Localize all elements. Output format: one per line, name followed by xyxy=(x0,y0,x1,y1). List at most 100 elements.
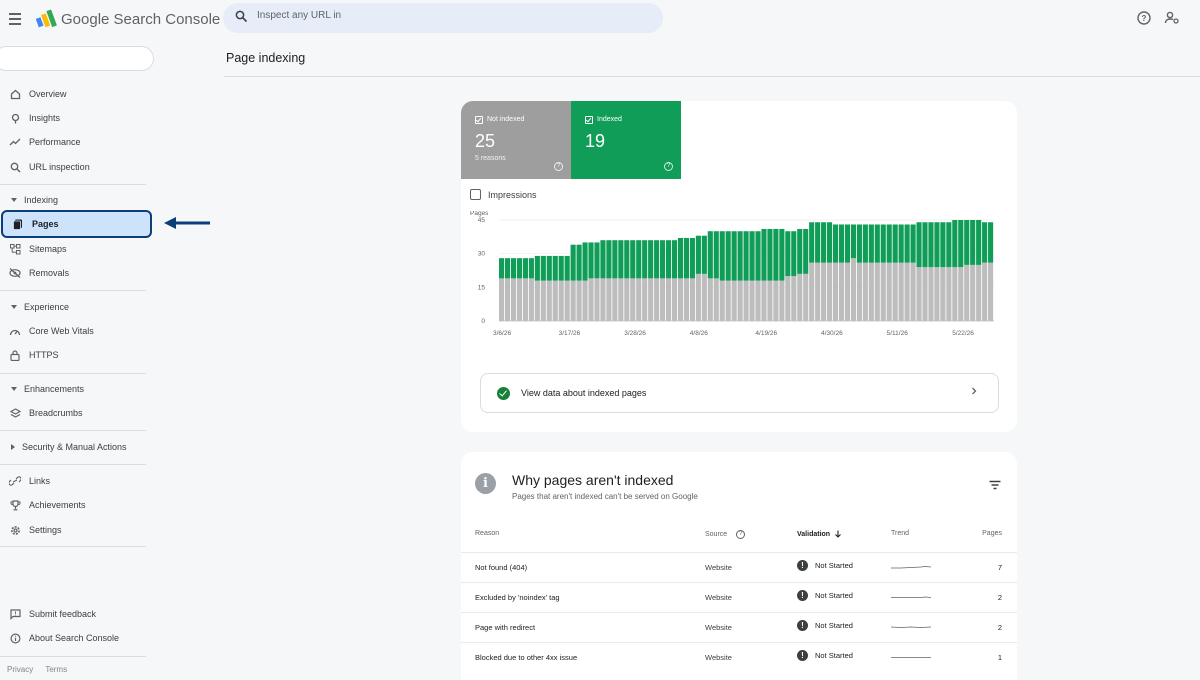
bar-not-indexed xyxy=(773,280,779,321)
x-tick-label: 5/22/26 xyxy=(952,330,974,337)
sidebar-item-links[interactable]: Links xyxy=(0,469,152,493)
section-experience[interactable]: Experience xyxy=(0,298,150,316)
checkbox[interactable] xyxy=(470,189,481,200)
sidebar-item-insights[interactable]: Insights xyxy=(0,106,152,130)
indexed-tile[interactable]: Indexed 19 ? xyxy=(571,101,681,179)
sidebar-item-label: Insights xyxy=(29,113,61,123)
y-tick-label: 15 xyxy=(478,284,486,291)
sidebar-item-achievements[interactable]: Achievements xyxy=(0,493,152,517)
view-indexed-data-button[interactable]: View data about indexed pages xyxy=(480,373,999,413)
table-row[interactable]: Not found (404) Website ! Not Started 7 xyxy=(461,552,1017,582)
help-icon[interactable]: ? xyxy=(1136,10,1152,26)
why-not-indexed-card: i Why pages aren't indexed Pages that ar… xyxy=(461,452,1017,680)
table-row[interactable]: Page with redirect Website ! Not Started … xyxy=(461,612,1017,642)
bar-not-indexed xyxy=(761,280,767,321)
main-menu-button[interactable] xyxy=(6,9,26,29)
sidebar-item-https[interactable]: HTTPS xyxy=(0,343,152,367)
section-indexing[interactable]: Indexing xyxy=(0,191,150,209)
app-title: Google Search Console xyxy=(61,11,221,28)
property-selector[interactable] xyxy=(0,46,154,71)
column-header-validation[interactable]: Validation xyxy=(797,530,842,538)
bar-indexed xyxy=(630,240,636,279)
sidebar-item-label: Pages xyxy=(32,219,59,229)
section-label: Experience xyxy=(24,302,70,312)
sidebar-item-about[interactable]: About Search Console xyxy=(0,626,152,650)
column-header-reason[interactable]: Reason xyxy=(475,530,500,537)
sidebar-item-removals[interactable]: Removals xyxy=(0,261,152,285)
table-row[interactable]: Blocked due to other 4xx issue Website !… xyxy=(461,642,1017,672)
sidebar-item-breadcrumbs[interactable]: Breadcrumbs xyxy=(0,401,152,425)
column-header-pages[interactable]: Pages xyxy=(982,530,1002,537)
section-enhancements[interactable]: Enhancements xyxy=(0,380,150,398)
indexing-chart: Pages 0 15 30 45 3/6/26 3/17/26 3/28/26 4/8/26 4/… xyxy=(470,211,994,337)
pages-cell: 2 xyxy=(997,623,1002,632)
column-header-source[interactable]: Source ? xyxy=(705,530,746,539)
trend-sparkline xyxy=(891,626,931,628)
tile-value: 19 xyxy=(585,131,606,151)
bar-indexed xyxy=(928,222,934,268)
bar-not-indexed xyxy=(528,278,534,321)
url-inspection-search[interactable] xyxy=(223,3,663,33)
sidebar-item-pages[interactable]: Pages xyxy=(1,210,152,238)
sidebar-item-label: Core Web Vitals xyxy=(29,326,94,336)
filter-icon[interactable] xyxy=(989,480,1001,490)
section-security-manual-actions[interactable]: Security & Manual Actions xyxy=(0,438,150,456)
impressions-label: Impressions xyxy=(488,189,537,200)
bar-indexed xyxy=(582,242,588,281)
sidebar-item-url-inspection[interactable]: URL inspection xyxy=(0,155,152,179)
bar-not-indexed xyxy=(898,262,904,321)
bar-not-indexed xyxy=(815,262,821,321)
tile-value: 25 xyxy=(475,131,496,151)
section-label: Security & Manual Actions xyxy=(22,442,127,452)
terms-link[interactable]: Terms xyxy=(45,665,68,674)
bar-indexed xyxy=(743,231,749,281)
bar-indexed xyxy=(636,240,642,279)
tile-label: Not indexed xyxy=(487,116,525,123)
check-circle-icon xyxy=(497,386,510,400)
sidebar-item-core-web-vitals[interactable]: Core Web Vitals xyxy=(0,319,152,343)
help-icon[interactable]: ? xyxy=(664,162,673,171)
bar-not-indexed xyxy=(624,278,630,321)
not-indexed-tile[interactable]: Not indexed 25 5 reasons ? xyxy=(461,101,571,179)
impressions-toggle[interactable]: Impressions xyxy=(470,189,537,200)
bar-indexed xyxy=(606,240,612,279)
bar-indexed xyxy=(540,255,546,281)
bar-indexed xyxy=(874,224,880,263)
bar-not-indexed xyxy=(797,273,803,321)
header-divider xyxy=(224,76,1200,77)
bar-indexed xyxy=(892,224,898,263)
sidebar-item-label: Overview xyxy=(29,89,67,99)
sidebar-item-overview[interactable]: Overview xyxy=(0,82,152,106)
alert-icon: ! xyxy=(797,560,808,571)
privacy-link[interactable]: Privacy xyxy=(7,665,34,674)
bar-indexed xyxy=(510,258,517,279)
alert-icon: ! xyxy=(797,650,808,661)
help-icon[interactable]: ? xyxy=(736,530,746,539)
bar-indexed xyxy=(803,228,809,274)
bar-indexed xyxy=(910,224,916,263)
sidebar: Overview Insights Performance URL inspec… xyxy=(0,38,160,680)
bar-not-indexed xyxy=(952,267,958,321)
lock-icon xyxy=(8,348,22,362)
help-icon[interactable]: ? xyxy=(554,162,563,171)
validation-cell: ! Not Started xyxy=(797,650,853,661)
table-row[interactable]: Excluded by 'noindex' tag Website ! Not S… xyxy=(461,582,1017,612)
bar-indexed xyxy=(504,258,511,279)
bar-not-indexed xyxy=(648,278,654,321)
validation-text: Not Started xyxy=(815,651,853,660)
bar-indexed xyxy=(546,255,552,281)
y-tick-label: 45 xyxy=(478,217,486,224)
bar-indexed xyxy=(701,235,707,274)
sidebar-item-submit-feedback[interactable]: Submit feedback xyxy=(0,602,152,626)
bar-indexed xyxy=(534,255,540,281)
bar-not-indexed xyxy=(689,278,695,321)
bar-not-indexed xyxy=(803,273,809,321)
sidebar-item-settings[interactable]: Settings xyxy=(0,518,152,542)
search-input[interactable] xyxy=(257,10,637,21)
manage-users-icon[interactable] xyxy=(1164,10,1180,26)
sidebar-item-sitemaps[interactable]: Sitemaps xyxy=(0,237,152,261)
bar-indexed xyxy=(719,231,725,281)
sidebar-item-performance[interactable]: Performance xyxy=(0,130,152,154)
chevron-down-icon xyxy=(11,198,17,202)
source-cell: Website xyxy=(705,593,732,602)
